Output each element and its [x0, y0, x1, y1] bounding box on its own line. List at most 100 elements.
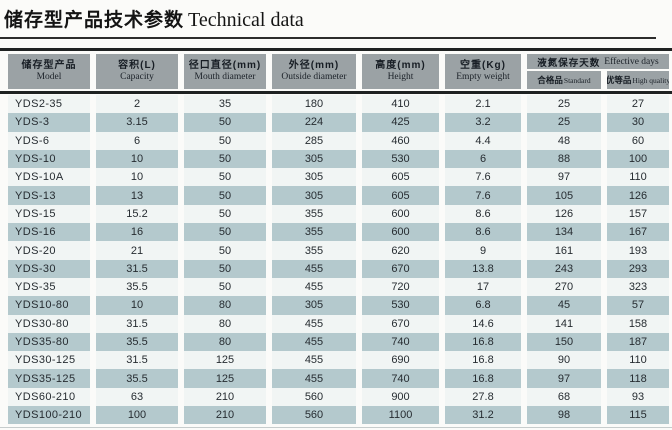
value-cell: 455: [272, 369, 356, 388]
table-row: YDS30-125 31.5 125 455 690 16.8 90 110: [0, 351, 672, 370]
header-outside-diameter: 外径(mm) Outside diameter: [272, 54, 356, 89]
value-cell: 13: [96, 186, 178, 205]
value-cell: 305: [272, 186, 356, 205]
table-row: YDS30-80 31.5 80 455 670 14.6 141 158: [0, 314, 672, 333]
value-cell: 97: [527, 168, 601, 187]
value-cell: 48: [527, 131, 601, 150]
value-cell: 50: [184, 259, 266, 278]
value-cell: 167: [607, 223, 669, 242]
value-cell: 93: [607, 387, 669, 407]
value-cell: 16.8: [445, 332, 521, 352]
header-empty-weight: 空重(Kg) Empty weight: [445, 54, 521, 89]
value-cell: 16.8: [445, 351, 521, 370]
value-cell: 17: [445, 277, 521, 297]
value-cell: 690: [362, 351, 439, 370]
header-high-quality: 优等品 High quality: [607, 71, 669, 89]
header-capacity: 容积(L) Capacity: [96, 54, 178, 89]
value-cell: 125: [184, 369, 266, 388]
value-cell: 224: [272, 113, 356, 132]
table-row: YDS-10 10 50 305 530 6 88 100: [0, 149, 672, 169]
value-cell: 126: [527, 204, 601, 224]
value-cell: 14.6: [445, 314, 521, 333]
value-cell: 530: [362, 296, 439, 315]
value-cell: 50: [184, 113, 266, 132]
value-cell: 187: [607, 332, 669, 352]
value-cell: 355: [272, 241, 356, 260]
value-cell: 30: [607, 113, 669, 132]
value-cell: 97: [527, 369, 601, 388]
value-cell: 8.6: [445, 223, 521, 242]
table-row: YDS35-125 35.5 125 455 740 16.8 97 118: [0, 369, 672, 388]
value-cell: 243: [527, 259, 601, 278]
table-row: YDS60-210 63 210 560 900 27.8 68 93: [0, 387, 672, 407]
value-cell: 305: [272, 149, 356, 169]
value-cell: 3.15: [96, 113, 178, 132]
header-effective-days-group: 液氮保存天数 Effective days 合格品 Standard 优等品 H…: [527, 54, 669, 89]
table-row: YDS-6 6 50 285 460 4.4 48 60: [0, 131, 672, 150]
header-high-quality-zh: 优等品: [607, 75, 632, 85]
model-cell: YDS100-210: [8, 406, 90, 425]
value-cell: 157: [607, 204, 669, 224]
model-cell: YDS-10: [8, 149, 90, 169]
value-cell: 35.5: [96, 332, 178, 352]
page-title-chinese: 储存型产品技术参数: [4, 10, 185, 31]
model-cell: YDS-13: [8, 186, 90, 205]
table-header: 储存型产品 Model 容积(L) Capacity 径口直径(mm) Mout…: [0, 51, 672, 94]
value-cell: 118: [607, 369, 669, 388]
technical-data-table: 储存型产品 Model 容积(L) Capacity 径口直径(mm) Mout…: [0, 48, 672, 425]
header-height: 高度(mm) Height: [362, 54, 439, 89]
value-cell: 16.8: [445, 369, 521, 388]
header-mouth-diameter-en: Mouth diameter: [194, 71, 256, 82]
header-model: 储存型产品 Model: [8, 54, 90, 89]
value-cell: 88: [527, 149, 601, 169]
title-underline: [0, 37, 656, 39]
value-cell: 50: [184, 223, 266, 242]
value-cell: 740: [362, 369, 439, 388]
value-cell: 305: [272, 296, 356, 315]
value-cell: 455: [272, 332, 356, 352]
value-cell: 100: [96, 406, 178, 425]
value-cell: 10: [96, 296, 178, 315]
header-standard: 合格品 Standard: [527, 71, 601, 89]
value-cell: 27.8: [445, 387, 521, 407]
value-cell: 530: [362, 149, 439, 169]
header-effective-days-subrow: 合格品 Standard 优等品 High quality: [527, 71, 669, 89]
value-cell: 110: [607, 168, 669, 187]
value-cell: 50: [184, 186, 266, 205]
value-cell: 100: [607, 149, 669, 169]
header-model-zh: 储存型产品: [21, 60, 77, 72]
table-body: YDS2-35 2 35 180 410 2.1 25 27 YDS-3 3.15 50 224 425…: [0, 94, 672, 425]
value-cell: 293: [607, 259, 669, 278]
value-cell: 15.2: [96, 204, 178, 224]
value-cell: 620: [362, 241, 439, 260]
value-cell: 60: [607, 131, 669, 150]
model-cell: YDS10-80: [8, 296, 90, 315]
table-row: YDS100-210 100 210 560 1100 31.2 98 115: [0, 406, 672, 425]
value-cell: 455: [272, 314, 356, 333]
value-cell: 80: [184, 332, 266, 352]
value-cell: 21: [96, 241, 178, 260]
header-capacity-en: Capacity: [120, 71, 154, 82]
header-height-zh: 高度(mm): [375, 60, 426, 72]
value-cell: 31.2: [445, 406, 521, 425]
value-cell: 50: [184, 204, 266, 224]
value-cell: 210: [184, 387, 266, 407]
model-cell: YDS60-210: [8, 387, 90, 407]
value-cell: 150: [527, 332, 601, 352]
value-cell: 50: [184, 149, 266, 169]
header-standard-zh: 合格品: [537, 75, 563, 85]
value-cell: 68: [527, 387, 601, 407]
header-outside-diameter-zh: 外径(mm): [288, 60, 340, 72]
value-cell: 105: [527, 186, 601, 205]
value-cell: 355: [272, 204, 356, 224]
value-cell: 35.5: [96, 369, 178, 388]
value-cell: 740: [362, 332, 439, 352]
table-row: YDS-30 31.5 50 455 670 13.8 243 293: [0, 259, 672, 278]
value-cell: 270: [527, 277, 601, 297]
model-cell: YDS-15: [8, 204, 90, 224]
header-high-quality-en: High quality: [632, 75, 669, 85]
table-row: YDS35-80 35.5 80 455 740 16.8 150 187: [0, 332, 672, 352]
value-cell: 670: [362, 259, 439, 278]
table-row: YDS10-80 10 80 305 530 6.8 45 57: [0, 296, 672, 315]
value-cell: 31.5: [96, 259, 178, 278]
